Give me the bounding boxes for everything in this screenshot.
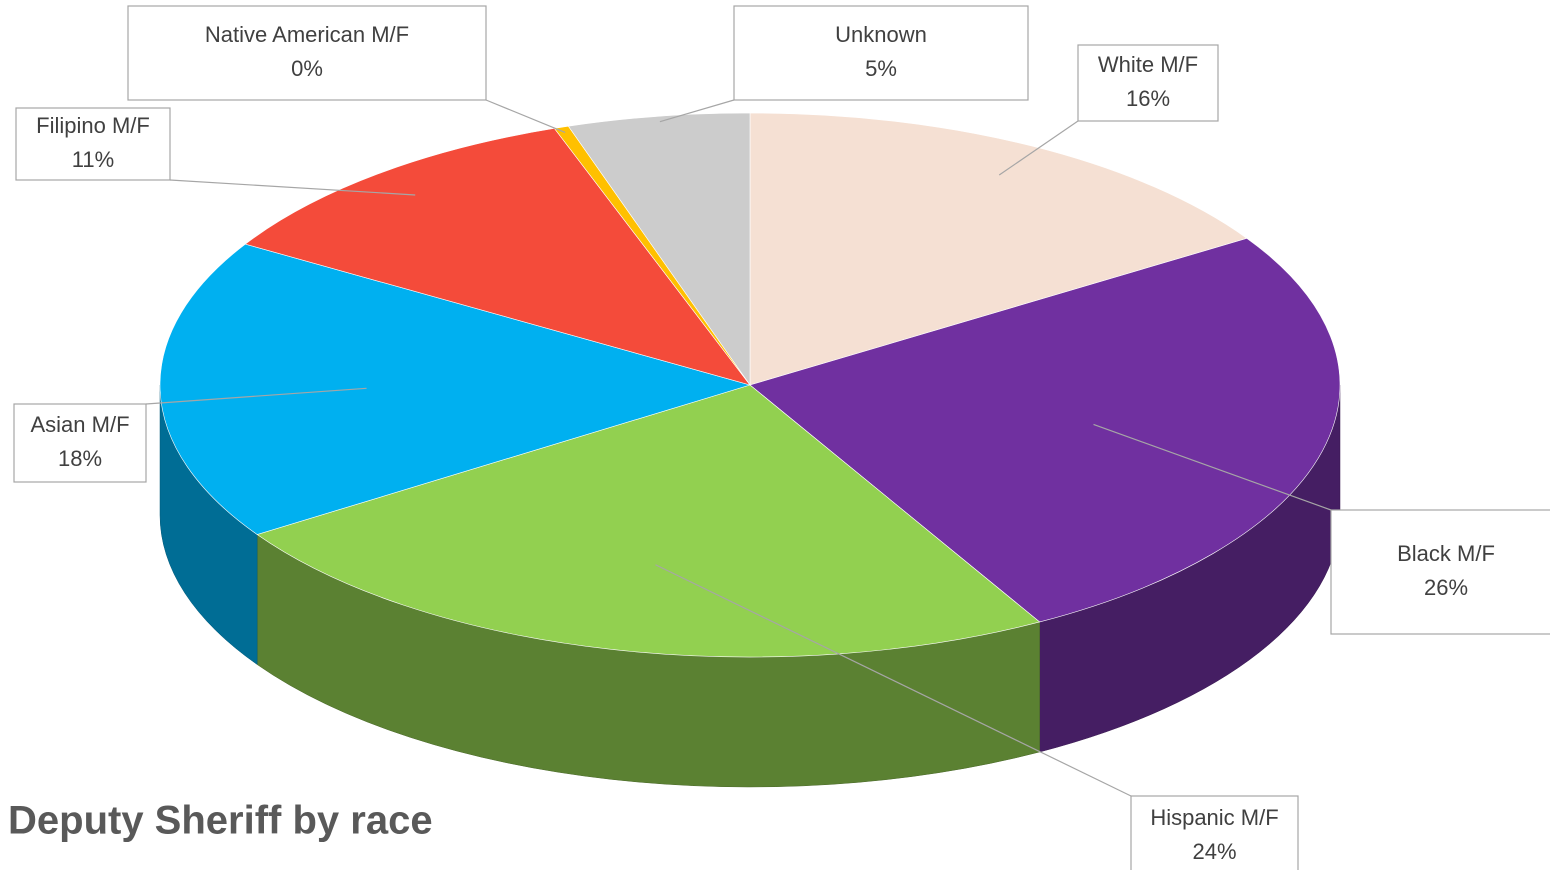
category-label: Black M/F <box>1397 541 1495 566</box>
label-box <box>127 5 487 101</box>
label-box <box>13 403 147 483</box>
category-label: White M/F <box>1098 52 1198 77</box>
slice <box>567 112 751 386</box>
labels: White M/F 16% Black M/F 26% Hispanic M/F 24% A… <box>13 5 1550 870</box>
leader-line <box>1093 423 1332 511</box>
label-box <box>15 107 171 181</box>
value-label: 24% <box>1192 839 1236 864</box>
value-label: 11% <box>72 147 114 172</box>
label-box <box>733 5 1029 101</box>
value-label: 0% <box>291 56 323 81</box>
label-box <box>1130 795 1299 870</box>
leader-line <box>169 179 416 196</box>
pie-top <box>159 112 1341 658</box>
category-label: Hispanic M/F <box>1150 805 1278 830</box>
leader-line <box>998 120 1079 176</box>
leader-line <box>145 387 367 405</box>
slice <box>749 238 1341 623</box>
slice <box>749 112 1248 386</box>
value-label: 26% <box>1424 575 1468 600</box>
leader-line <box>655 564 1132 797</box>
category-label: Native American M/F <box>205 22 409 47</box>
leader-line <box>659 99 735 123</box>
slice <box>159 243 752 535</box>
pie-sides <box>159 384 1341 788</box>
value-label: 18% <box>58 446 102 471</box>
chart-title: Deputy Sheriff by race <box>8 799 433 843</box>
label-box <box>1077 44 1219 122</box>
value-label: 16% <box>1126 86 1170 111</box>
value-label: 5% <box>865 56 897 81</box>
label-box <box>1330 509 1550 635</box>
leader-line <box>485 99 566 133</box>
category-label: Asian M/F <box>30 412 129 437</box>
category-label: Unknown <box>835 22 927 47</box>
slice <box>256 384 1041 658</box>
category-label: Filipino M/F <box>36 113 150 138</box>
